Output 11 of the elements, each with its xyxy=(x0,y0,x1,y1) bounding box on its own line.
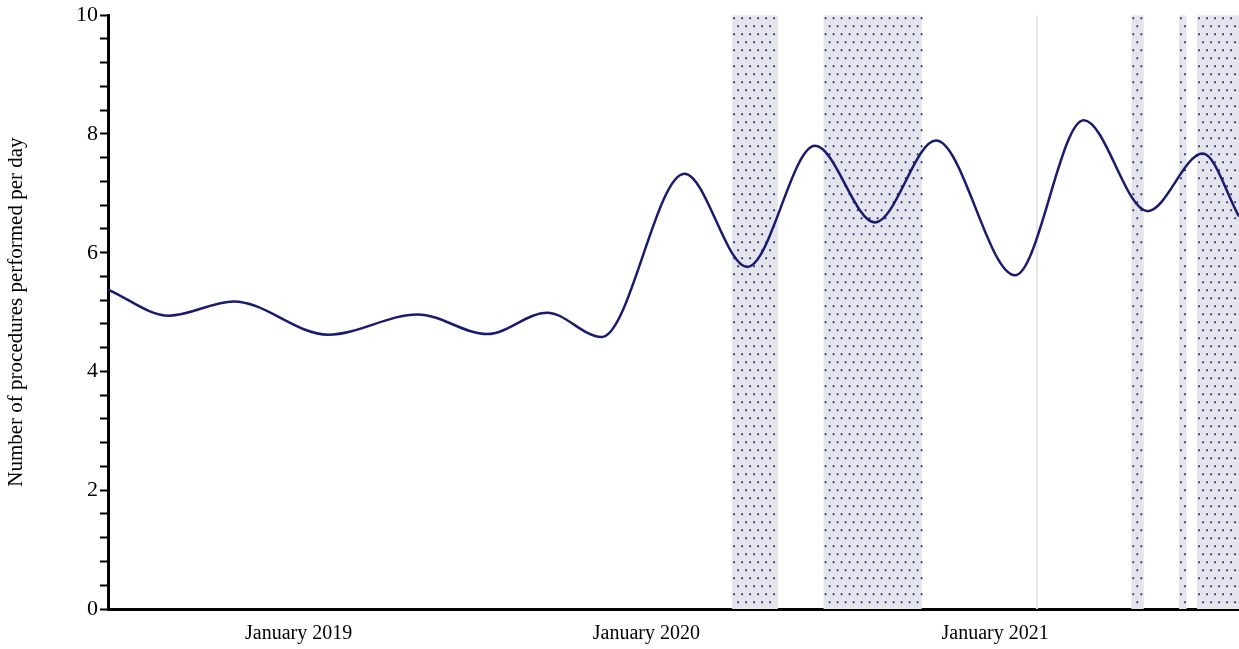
y-axis-title: Number of procedures performed per day xyxy=(3,136,28,487)
x-tick-label: January 2020 xyxy=(592,621,700,645)
x-tick-label: January 2021 xyxy=(941,621,1049,645)
y-tick-label: 8 xyxy=(87,119,98,145)
y-tick-label: 4 xyxy=(87,357,98,383)
line-series xyxy=(108,119,1239,339)
y-tick-label: 0 xyxy=(87,594,98,620)
y-tick-label: 10 xyxy=(76,0,98,26)
y-tick-label: 6 xyxy=(87,238,98,264)
y-tick-label: 2 xyxy=(87,476,98,502)
x-tick-label: January 2019 xyxy=(244,621,353,645)
